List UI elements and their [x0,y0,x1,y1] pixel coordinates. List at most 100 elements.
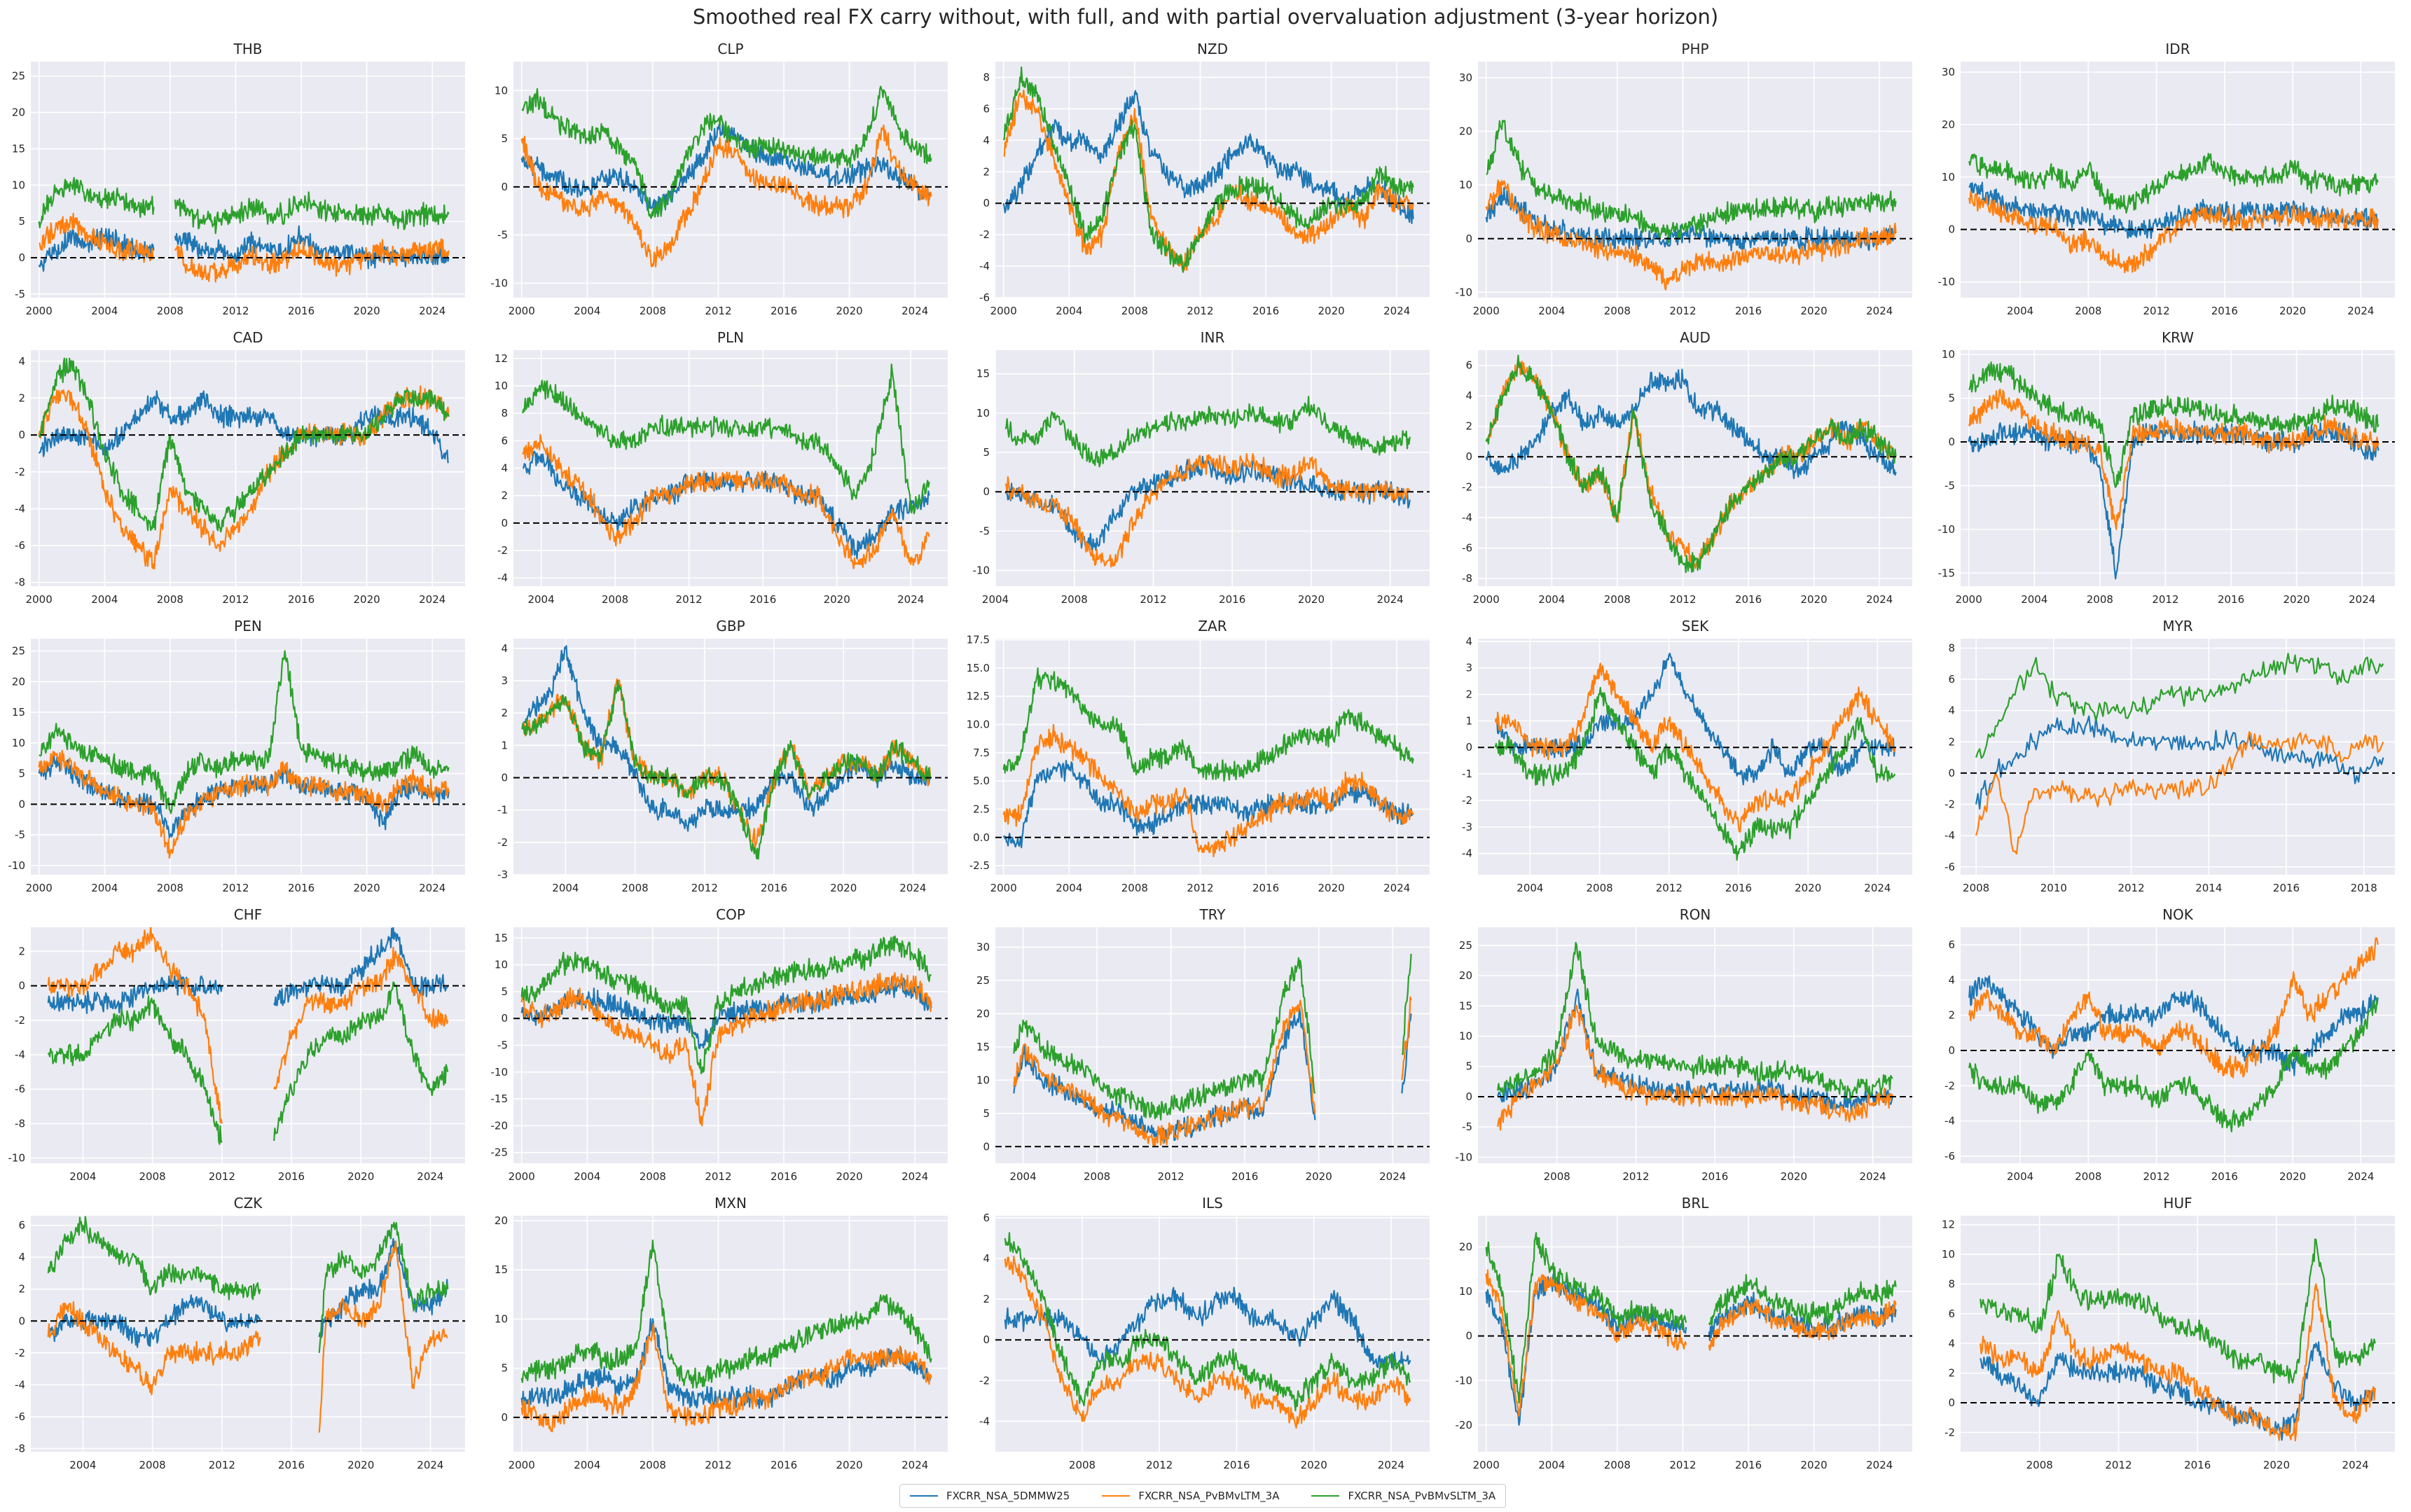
x-tick-label: 2004 [1538,305,1565,317]
series-line-2 [1485,179,1897,291]
y-tick-label: 15 [495,1263,508,1276]
x-tick-label: 2012 [1622,1170,1649,1183]
panel-background [513,1216,948,1452]
y-tick-label: -5 [1944,479,1955,492]
x-tick-label: 2018 [2351,882,2377,894]
panel-php: 2000 2004 2008 2012 2016 2020 2024 -10 0 10 20 30 PH… [1456,41,1912,317]
series-line-1 [521,645,932,832]
panel-myr: 2008 2010 2012 2014 2016 2018 -6 -4 -2 0 2 4 6 8 MYR [1944,618,2395,894]
panel-title: RON [1680,906,1711,923]
y-tick-label: 2 [1948,1367,1955,1380]
y-tick-label: 0 [501,1411,508,1424]
x-tick-label: 2016 [1735,593,1762,606]
x-tick-label: 2012 [1187,882,1213,894]
series-line-2 [1002,723,1414,858]
x-tick-label: 2020 [830,882,857,894]
x-tick-label: 2016 [771,1170,797,1183]
panel-sek: 2004 2008 2012 2016 2020 2024 -4 -3 -2 -1 0 1 2 3 4 SEK [1462,618,1912,894]
y-tick-label: 0 [983,485,990,498]
x-tick-label: 2016 [1252,882,1279,894]
x-tick-label: 2012 [676,593,703,606]
x-tick-label: 2016 [1701,1170,1728,1183]
x-tick-label: 2016 [1223,1459,1250,1471]
y-tick-label: 20 [12,106,25,119]
x-tick-label: 2016 [278,1459,305,1471]
y-tick-label: 2 [1465,688,1472,701]
x-tick-label: 2016 [2211,305,2238,317]
y-tick-label: 4 [1948,973,1955,986]
x-tick-label: 2000 [509,1170,535,1183]
panel-pen: 2000 2004 2008 2012 2016 2020 2024 -10 -5 0 5 10 15 2… [8,618,465,894]
y-tick-label: -10 [1456,1151,1473,1163]
y-tick-label: 30 [1942,66,1955,78]
x-tick-label: 2012 [222,593,249,606]
series-line-3 [1485,1232,1897,1404]
y-tick-label: -2 [497,544,508,557]
panel-thb: 2000 2004 2008 2012 2016 2020 2024 -5 0 5 10 15 20 25… [12,41,465,317]
x-tick-label: 2010 [2040,882,2067,894]
x-tick-label: 2020 [354,882,380,894]
x-tick-label: 2008 [622,882,649,894]
y-tick-label: -4 [1944,1115,1955,1128]
series-line-1 [1002,90,1414,224]
panel-title: COP [716,906,745,923]
x-tick-label: 2012 [2152,593,2178,606]
series-line-3 [1002,667,1414,782]
x-tick-label: 2024 [2342,1459,2369,1471]
panel-title: AUD [1680,329,1711,346]
y-tick-label: -2 [15,466,25,478]
y-tick-label: 0 [983,197,990,209]
series-line-2 [39,212,450,283]
panel-background [995,639,1430,875]
y-tick-label: 3 [501,674,508,687]
y-tick-label: 2 [983,165,990,178]
x-tick-label: 2016 [2211,1170,2238,1183]
x-tick-label: 2008 [2075,305,2101,317]
y-tick-label: 8 [1948,641,1955,654]
x-tick-label: 2004 [1009,1170,1036,1183]
y-tick-label: 0 [983,1140,990,1153]
x-tick-label: 2016 [1725,882,1752,894]
y-tick-label: -6 [1462,542,1472,555]
y-tick-label: -6 [15,1083,25,1095]
panel-gbp: 2004 2008 2012 2016 2020 2024 -3 -2 -1 0 1 2 3 4 GBP [497,618,948,894]
x-tick-label: 2008 [157,305,184,317]
panel-cop: 2000 2004 2008 2012 2016 2020 2024 -25 -20 -15 -10… [491,906,948,1183]
x-tick-label: 2004 [69,1170,96,1183]
x-tick-label: 2012 [222,305,249,317]
x-tick-label: 2012 [1669,305,1696,317]
x-tick-label: 2012 [209,1459,235,1471]
y-tick-label: -6 [1944,861,1955,873]
panel-aud: 2000 2004 2008 2012 2016 2020 2024 -8 -6 -4 -2 0 2 4 6… [1462,329,1912,606]
x-tick-label: 2012 [705,305,731,317]
y-tick-label: -4 [15,1378,25,1391]
y-tick-label: 10.0 [967,719,990,731]
x-tick-label: 2000 [26,593,53,606]
x-tick-label: 2012 [705,1459,731,1471]
panel-background [513,639,948,875]
series-line-3 [520,935,932,1074]
x-tick-label: 2016 [1231,1170,1258,1183]
panel-brl: 2000 2004 2008 2012 2016 2020 2024 -20 -10 0 10 20 B… [1456,1195,1912,1471]
x-tick-label: 2008 [1963,882,1989,894]
series-line-3 [39,650,450,814]
legend-label-series1: FXCRR_NSA_5DMMW25 [946,1490,1070,1502]
figure-title: Smoothed real FX carry without, with ful… [692,5,1719,29]
y-tick-label: 4 [983,134,990,146]
y-tick-label: 1 [501,739,508,751]
series-line-2 [38,385,450,570]
x-tick-label: 2012 [222,882,249,894]
y-tick-label: -4 [979,1415,990,1427]
y-tick-label: -5 [1462,1121,1472,1133]
series-line-2 [1968,190,2379,274]
y-tick-label: 15 [1459,999,1472,1012]
y-tick-label: 2 [501,490,508,502]
y-tick-label: 0 [1465,741,1472,754]
series-line-3 [38,176,450,235]
x-tick-label: 2000 [1473,593,1500,606]
x-tick-label: 2008 [602,593,628,606]
x-tick-label: 2012 [2118,882,2144,894]
x-tick-label: 2024 [1378,1459,1404,1471]
series-line-3 [1485,354,1897,574]
x-tick-label: 2020 [2284,593,2310,606]
